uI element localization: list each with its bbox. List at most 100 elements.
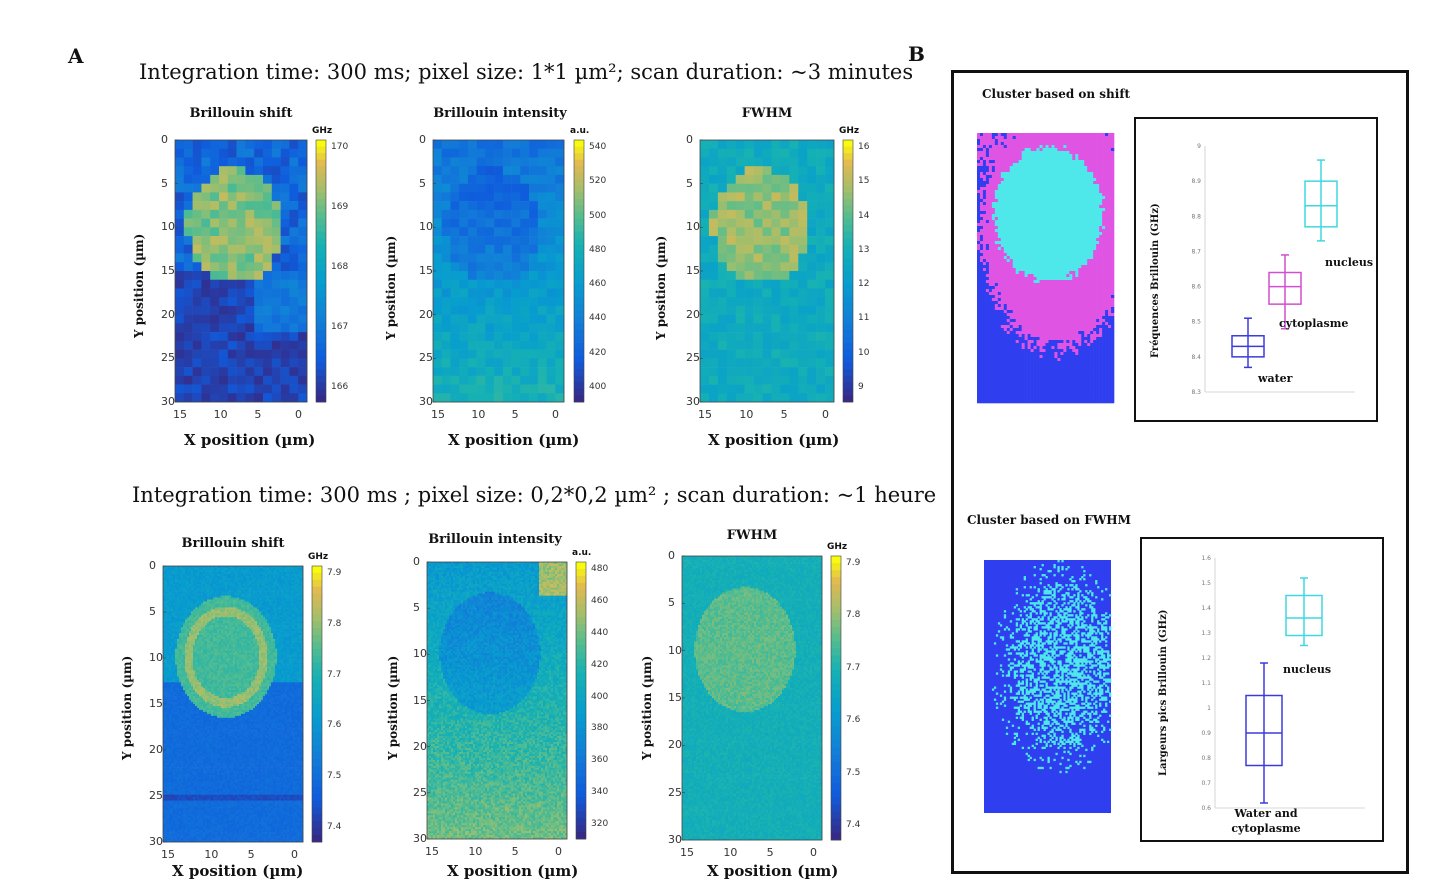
boxplot-fwhm-plot: 1.6 1.5 1.4 1.3 1.2 1.1 1 0.9 0.8 0.7 0.6 <box>1201 555 1365 812</box>
r2-map1-xtick: 5 <box>248 848 255 861</box>
r1-map1-title: Brillouin shift <box>175 106 307 121</box>
r2-map3-xtick: 10 <box>723 846 737 859</box>
r1-map2-cb-tick: 420 <box>589 348 606 358</box>
r2-map2-cb-tick: 340 <box>591 787 608 797</box>
r1-map1-cb-tick: 167 <box>331 322 348 332</box>
boxplot-fwhm-ytick: 0.7 <box>1201 780 1211 787</box>
r2-map3-ytick: 5 <box>668 596 675 609</box>
r1-map1-cb-tick: 168 <box>331 262 348 272</box>
r2-map1-ytick: 15 <box>149 697 163 710</box>
r1-map2-xtick: 5 <box>512 408 519 421</box>
row2-title: Integration time: 300 ms ; pixel size: 0… <box>132 483 936 507</box>
r1-map3-cb-tick: 16 <box>858 142 869 152</box>
boxplot-fwhm-ytick: 1.5 <box>1201 580 1211 587</box>
boxplot-shift-ytick: 8.5 <box>1191 319 1201 326</box>
r2-map2-xtick: 5 <box>512 845 519 858</box>
boxplot-shift-plot: 9 8.9 8.8 8.7 8.6 8.5 8.4 8.3 <box>1191 143 1355 396</box>
boxplot-fwhm-ytick: 0.9 <box>1201 730 1211 737</box>
r1-map2-ytick: 5 <box>419 177 426 190</box>
r2-map2-cb-tick: 320 <box>591 819 608 829</box>
r1-map1-cb-tick: 166 <box>331 382 348 392</box>
r2-map2-ytick: 0 <box>413 555 420 568</box>
r2-map2-title: Brillouin intensity <box>425 532 565 547</box>
r2-map3-ytick: 30 <box>668 833 682 846</box>
r1-map3-cb-tick: 15 <box>858 176 869 186</box>
r2-map2-heatmap <box>427 562 568 840</box>
r1-map2-colorbar <box>573 139 585 403</box>
r1-map2-cb-tick: 540 <box>589 142 606 152</box>
r1-map3-xtick: 15 <box>698 408 712 421</box>
r2-map1-ytick: 30 <box>149 835 163 848</box>
r1-map1-cb-tick: 169 <box>331 202 348 212</box>
r1-map1-ytick: 20 <box>161 308 175 321</box>
r1-map2-ytick: 30 <box>419 395 433 408</box>
r2-map3-ytick: 25 <box>668 786 682 799</box>
r2-map3-title: FWHM <box>682 528 822 543</box>
r2-map1-cb-tick: 7.4 <box>327 822 341 832</box>
r2-map3-heatmap <box>682 556 823 841</box>
group-label-cytoplasme: cytoplasme <box>1279 317 1348 330</box>
r1-map2-cb-tick: 400 <box>589 382 606 392</box>
r2-map3-ytick: 10 <box>668 644 682 657</box>
r2-map3-xtick: 0 <box>810 846 817 859</box>
r2-map2-ytick: 25 <box>413 786 427 799</box>
r2-map2-cb-tick: 440 <box>591 628 608 638</box>
r2-map1-ytick: 20 <box>149 743 163 756</box>
cluster-fwhm-title: Cluster based on FWHM <box>967 513 1131 527</box>
r2-map1-xtick: 15 <box>161 848 175 861</box>
r1-map2-ytick: 0 <box>419 133 426 146</box>
r1-map2-ytick: 20 <box>419 308 433 321</box>
r1-map3-cb-tick: 9 <box>858 382 864 392</box>
r1-map1-ytick: 10 <box>161 220 175 233</box>
r1-map3-ytick: 15 <box>686 264 700 277</box>
group-label-nucleus-fwhm: nucleus <box>1283 663 1331 676</box>
r1-map2-cb-tick: 520 <box>589 176 606 186</box>
r2-map2-ytick: 30 <box>413 832 427 845</box>
r2-map2-ytick: 10 <box>413 647 427 660</box>
r2-map1-xtick: 10 <box>204 848 218 861</box>
r2-map2-cb-tick: 360 <box>591 755 608 765</box>
boxplot-fwhm-ytick: 1.2 <box>1201 655 1211 662</box>
r1-map1-colorbar <box>315 139 327 403</box>
panel-a-label: A <box>68 44 84 68</box>
r1-map2-ytick: 15 <box>419 264 433 277</box>
r2-map1-colorbar <box>311 565 323 843</box>
r1-map3-heatmap <box>700 140 835 403</box>
cluster-shift-map <box>977 133 1115 404</box>
boxplot-shift-frame <box>1134 117 1378 422</box>
panel-b-frame <box>951 70 1409 874</box>
r2-map3-cb-tick: 7.4 <box>846 820 860 830</box>
boxplot-shift-ytick: 8.6 <box>1191 284 1201 291</box>
r1-map2-ytick: 10 <box>419 220 433 233</box>
boxplot-fwhm-ytick: 1.1 <box>1201 680 1211 687</box>
panel-b-label: B <box>908 42 925 66</box>
r2-map3-cb-tick: 7.7 <box>846 663 860 673</box>
r1-map2-title: Brillouin intensity <box>430 106 570 121</box>
r2-map3-colorbar <box>830 555 842 841</box>
r1-map3-cb-tick: 12 <box>858 279 869 289</box>
r2-map1-xtick: 0 <box>291 848 298 861</box>
r2-map3-cb-tick: 7.9 <box>846 558 860 568</box>
r1-map3-xtick: 0 <box>822 408 829 421</box>
r2-map1-cb-tick: 7.6 <box>327 720 341 730</box>
r1-map3-ytick: 20 <box>686 308 700 321</box>
boxplot-shift-ytick: 8.3 <box>1191 389 1201 396</box>
boxplot-shift-box <box>1268 254 1302 330</box>
boxplot-fwhm-box <box>1245 662 1283 804</box>
group-label-water: water <box>1258 372 1292 385</box>
r1-map2-cb-unit: a.u. <box>570 126 589 136</box>
r2-map1-cb-tick: 7.9 <box>327 568 341 578</box>
r2-map1-heatmap <box>163 566 304 843</box>
boxplot-shift-ytick: 9 <box>1197 143 1201 150</box>
r1-map1-cb-unit: GHz <box>312 126 332 136</box>
r2-map2-colorbar <box>575 561 587 840</box>
r2-map2-ytick: 5 <box>413 601 420 614</box>
r1-map3-ytick: 0 <box>686 133 693 146</box>
r2-map2-ytick: 15 <box>413 694 427 707</box>
boxplot-fwhm-ytick: 1 <box>1207 705 1211 712</box>
r1-map1-xtick: 15 <box>173 408 187 421</box>
r1-map3-cb-tick: 11 <box>858 313 869 323</box>
r1-map3-ytick: 30 <box>686 395 700 408</box>
r2-map3-cb-tick: 7.6 <box>846 715 860 725</box>
